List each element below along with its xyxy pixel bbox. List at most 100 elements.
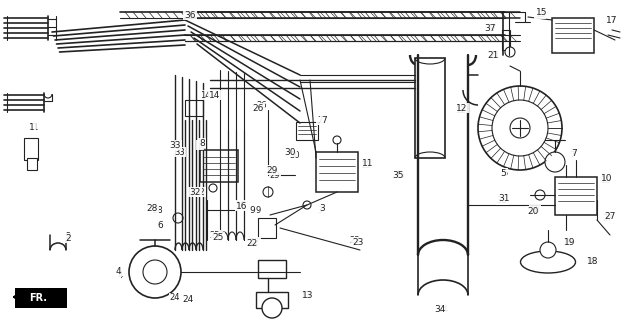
Circle shape: [263, 187, 273, 197]
Text: 35: 35: [395, 171, 406, 180]
Text: 10: 10: [602, 173, 613, 182]
Circle shape: [492, 100, 548, 156]
Text: 16: 16: [236, 202, 248, 211]
Bar: [258, 260, 286, 278]
Text: 4: 4: [117, 270, 123, 279]
Text: 17: 17: [607, 15, 618, 25]
Circle shape: [209, 184, 217, 192]
Text: 30: 30: [290, 150, 300, 159]
Circle shape: [173, 213, 183, 223]
Text: 7: 7: [318, 116, 323, 124]
Text: 18: 18: [585, 258, 595, 267]
Text: 17: 17: [605, 15, 615, 25]
Text: 8: 8: [197, 140, 203, 149]
Text: 23: 23: [353, 237, 364, 246]
Text: 30: 30: [285, 148, 296, 156]
Text: 1: 1: [29, 123, 35, 132]
Text: 22: 22: [250, 237, 260, 246]
Text: 19: 19: [564, 237, 576, 246]
Text: 34: 34: [434, 306, 446, 315]
Text: 11: 11: [363, 158, 374, 167]
Text: 25: 25: [210, 230, 220, 239]
Text: 13: 13: [300, 291, 310, 300]
Bar: [552, 18, 594, 53]
Text: 7: 7: [571, 148, 577, 157]
Text: 22: 22: [246, 238, 258, 247]
Text: 33: 33: [175, 148, 185, 156]
Text: 37: 37: [484, 23, 495, 33]
Text: 24: 24: [182, 295, 193, 305]
Text: 19: 19: [562, 237, 572, 246]
Text: 33: 33: [169, 140, 181, 149]
Circle shape: [143, 260, 167, 284]
Circle shape: [478, 86, 562, 170]
Bar: [185, 100, 203, 116]
Text: 13: 13: [302, 291, 314, 300]
Bar: [15, 288, 67, 308]
Text: 3: 3: [319, 204, 325, 212]
Text: 23: 23: [349, 236, 360, 244]
Circle shape: [262, 298, 282, 318]
Bar: [256, 292, 288, 308]
Text: 1: 1: [32, 123, 37, 132]
Text: 3: 3: [318, 205, 323, 214]
Text: 14: 14: [200, 91, 210, 100]
Text: 14: 14: [209, 91, 221, 100]
Text: 12: 12: [455, 106, 466, 115]
Circle shape: [510, 118, 530, 138]
Text: 26: 26: [252, 103, 264, 113]
Text: 6: 6: [157, 220, 163, 229]
Text: 2: 2: [65, 234, 71, 243]
Text: 5: 5: [500, 169, 506, 178]
Text: 37: 37: [487, 23, 497, 33]
Bar: [415, 58, 445, 158]
Text: 10: 10: [600, 175, 610, 185]
Text: 9: 9: [249, 205, 255, 214]
Text: 32: 32: [189, 188, 201, 196]
Text: 9: 9: [255, 205, 261, 214]
Text: 34: 34: [437, 306, 448, 315]
Text: 7: 7: [569, 150, 575, 159]
Text: 20: 20: [527, 206, 539, 215]
Text: 8: 8: [199, 139, 205, 148]
Text: 25: 25: [212, 233, 223, 242]
Circle shape: [129, 246, 181, 298]
Text: 15: 15: [536, 7, 548, 17]
Text: 21: 21: [490, 51, 500, 60]
Text: 2: 2: [66, 231, 71, 241]
Text: 36: 36: [184, 11, 196, 20]
Text: 18: 18: [587, 258, 599, 267]
Text: 4: 4: [115, 268, 121, 276]
Ellipse shape: [520, 251, 575, 273]
Text: 20: 20: [530, 205, 540, 214]
Circle shape: [535, 190, 545, 200]
Bar: [24, 138, 38, 160]
Text: 24: 24: [170, 293, 180, 302]
Text: 31: 31: [497, 196, 507, 204]
Text: 11: 11: [360, 161, 370, 170]
Text: 6: 6: [157, 220, 163, 229]
Text: 5: 5: [502, 169, 508, 178]
Bar: [296, 122, 318, 140]
Bar: [502, 30, 510, 50]
Text: 21: 21: [487, 51, 499, 60]
Text: 32: 32: [195, 188, 205, 196]
Text: 28: 28: [153, 205, 163, 214]
Bar: [316, 152, 358, 192]
Circle shape: [545, 152, 565, 172]
Bar: [27, 158, 37, 170]
Text: 7: 7: [321, 116, 327, 124]
Text: 16: 16: [235, 201, 245, 210]
Text: 28: 28: [146, 204, 158, 212]
Text: 29: 29: [270, 171, 280, 180]
Text: FR.: FR.: [29, 293, 47, 303]
Text: 12: 12: [456, 103, 467, 113]
Text: 27: 27: [604, 212, 616, 220]
Text: 27: 27: [603, 213, 613, 222]
Circle shape: [540, 242, 556, 258]
Circle shape: [505, 47, 515, 57]
Text: 29: 29: [266, 165, 278, 174]
Circle shape: [333, 136, 341, 144]
Text: 26: 26: [256, 100, 267, 109]
Bar: [258, 218, 276, 238]
